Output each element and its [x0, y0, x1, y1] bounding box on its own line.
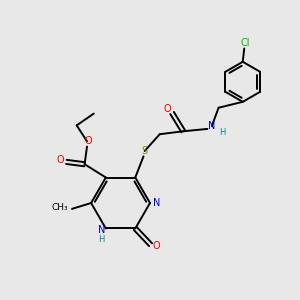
Text: O: O: [164, 103, 172, 114]
Text: O: O: [85, 136, 92, 146]
Text: CH₃: CH₃: [51, 203, 68, 212]
Text: N: N: [153, 198, 160, 208]
Text: N: N: [98, 225, 105, 235]
Text: S: S: [142, 146, 148, 156]
Text: O: O: [153, 241, 160, 251]
Text: H: H: [98, 235, 105, 244]
Text: H: H: [220, 128, 226, 137]
Text: Cl: Cl: [240, 38, 250, 48]
Text: O: O: [57, 155, 64, 165]
Text: N: N: [208, 121, 215, 131]
